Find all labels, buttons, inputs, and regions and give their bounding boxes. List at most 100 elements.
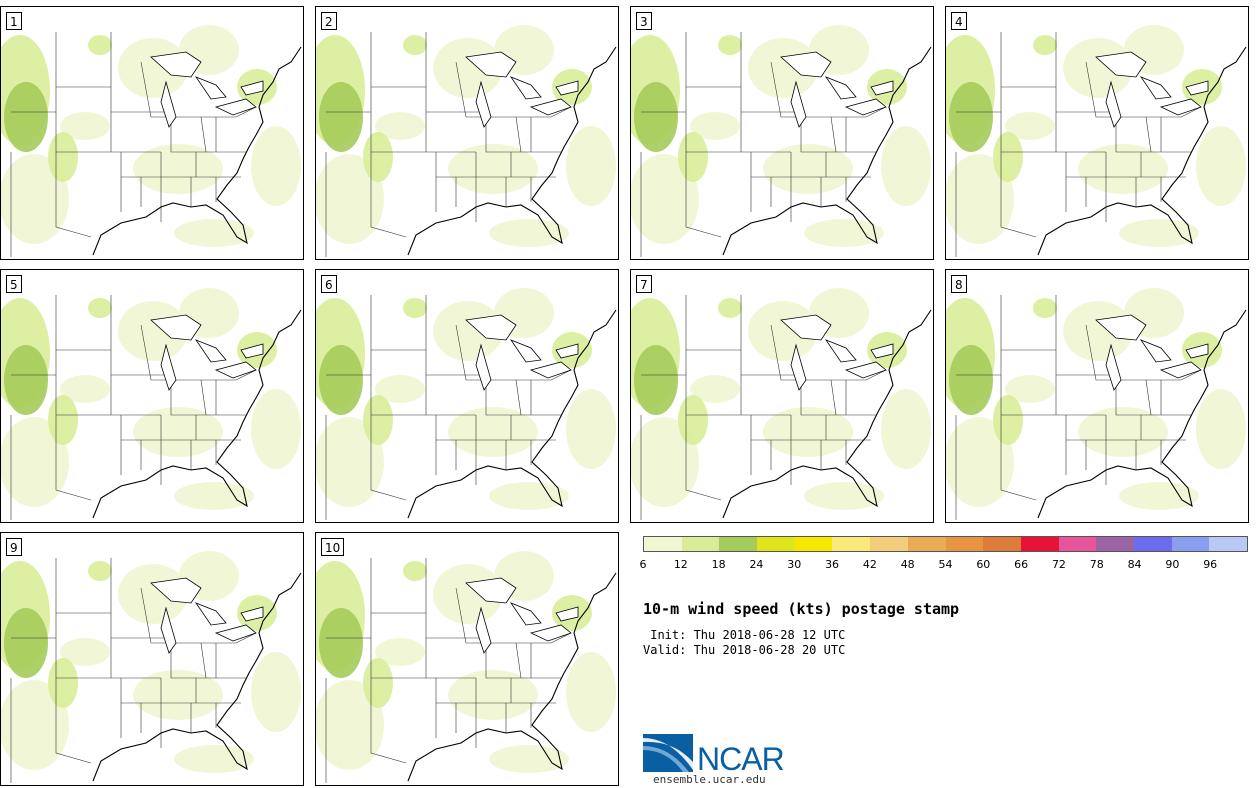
state-boundary — [1085, 177, 1162, 207]
ncar-logo-icon — [643, 734, 693, 772]
wind-speed-area — [946, 154, 1014, 244]
member-panel-5: 5 — [0, 269, 304, 523]
wind-speed-area — [1, 680, 69, 770]
valid-time: Valid: Thu 2018-06-28 20 UTC — [643, 643, 846, 657]
wind-speed-area — [316, 417, 384, 507]
wind-speed-area — [118, 38, 188, 98]
wind-speed-area — [804, 219, 884, 247]
wind-speed-area — [60, 375, 110, 403]
wind-speed-area — [375, 112, 425, 140]
member-number: 6 — [321, 275, 337, 293]
member-panel-10: 10 — [315, 532, 619, 786]
colorbar-tick-label: 96 — [1203, 558, 1218, 571]
wind-speed-area — [88, 298, 112, 318]
state-boundary — [11, 295, 171, 416]
wind-map — [1, 25, 302, 257]
wind-speed-area — [319, 82, 363, 152]
state-boundary — [120, 375, 246, 485]
wind-speed-area — [4, 82, 48, 152]
great-lakes — [465, 314, 579, 391]
wind-speed-area — [4, 608, 48, 678]
wind-speed-area — [60, 638, 110, 666]
wind-map — [946, 288, 1247, 520]
state-boundary — [750, 112, 876, 222]
wind-speed-area — [678, 132, 708, 182]
wind-speed-area — [690, 112, 740, 140]
wind-speed-area — [489, 219, 569, 247]
wind-speed-area — [748, 301, 818, 361]
wind-speed-area — [946, 417, 1014, 507]
wind-speed-area — [174, 482, 254, 510]
wind-speed-area — [48, 658, 78, 708]
colorbar-swatch — [1171, 537, 1210, 551]
wind-speed-area — [403, 561, 427, 581]
member-number: 9 — [6, 538, 22, 556]
colorbar-tick-label: 24 — [749, 558, 764, 571]
wind-speed-area — [804, 482, 884, 510]
colorbar-tick-label: 48 — [900, 558, 915, 571]
wind-speed-area — [634, 345, 678, 415]
state-boundary — [120, 112, 246, 222]
colorbar-swatch — [945, 537, 984, 551]
wind-speed-area — [319, 608, 363, 678]
wind-speed-area — [363, 395, 393, 445]
wind-speed-area — [1119, 219, 1199, 247]
wind-speed-area — [448, 670, 538, 720]
colorbar-tick-label: 72 — [1051, 558, 1066, 571]
wind-speed-area — [174, 219, 254, 247]
wind-speed-area — [319, 345, 363, 415]
colorbar-swatch — [794, 537, 833, 551]
colorbar-tick-label: 6 — [639, 558, 647, 571]
wind-speed-area — [433, 38, 503, 98]
wind-speed-area — [448, 407, 538, 457]
state-boundary — [11, 558, 171, 679]
wind-speed-area — [403, 35, 427, 55]
state-boundary — [455, 703, 532, 733]
member-number: 7 — [636, 275, 652, 293]
great-lakes — [150, 577, 264, 654]
coastline — [1037, 46, 1247, 256]
wind-speed-area — [748, 38, 818, 98]
colorbar-swatch — [832, 537, 871, 551]
logo-wordmark: NCAR — [697, 741, 785, 777]
state-boundary — [325, 152, 407, 257]
state-boundary — [435, 638, 561, 748]
coastline — [722, 309, 932, 519]
colorbar-swatch — [983, 537, 1021, 551]
wind-speed-area — [316, 680, 384, 770]
wind-speed-area — [993, 395, 1023, 445]
great-lakes — [465, 577, 579, 654]
colorbar-swatch — [1133, 537, 1172, 551]
wind-speed-area — [949, 82, 993, 152]
wind-speed-area — [251, 389, 301, 469]
wind-speed-area — [993, 132, 1023, 182]
state-boundary — [955, 415, 1037, 520]
state-boundary — [140, 440, 217, 470]
wind-speed-area — [1033, 35, 1057, 55]
wind-speed-area — [316, 154, 384, 244]
colorbar-swatch — [681, 537, 720, 551]
wind-speed-area — [1196, 126, 1246, 206]
wind-speed-area — [881, 126, 931, 206]
wind-speed-area — [88, 561, 112, 581]
colorbar-tick-label: 78 — [1089, 558, 1104, 571]
state-boundary — [455, 440, 532, 470]
member-panel-3: 3 — [630, 6, 934, 260]
state-boundary — [325, 678, 407, 783]
great-lakes — [780, 314, 894, 391]
colorbar-tick-label: 84 — [1127, 558, 1142, 571]
colorbar-swatch — [719, 537, 758, 551]
state-boundary — [1065, 112, 1191, 222]
state-boundary — [641, 295, 801, 416]
wind-speed-area — [88, 35, 112, 55]
colorbar-tick-label: 18 — [711, 558, 726, 571]
state-boundary — [455, 177, 532, 207]
state-boundary — [326, 32, 486, 153]
colorbar-swatch — [1209, 537, 1247, 551]
state-boundary — [641, 32, 801, 153]
wind-map — [316, 551, 617, 783]
wind-speed-area — [60, 112, 110, 140]
state-boundary — [326, 295, 486, 416]
state-boundary — [435, 112, 561, 222]
member-number: 8 — [951, 275, 967, 293]
